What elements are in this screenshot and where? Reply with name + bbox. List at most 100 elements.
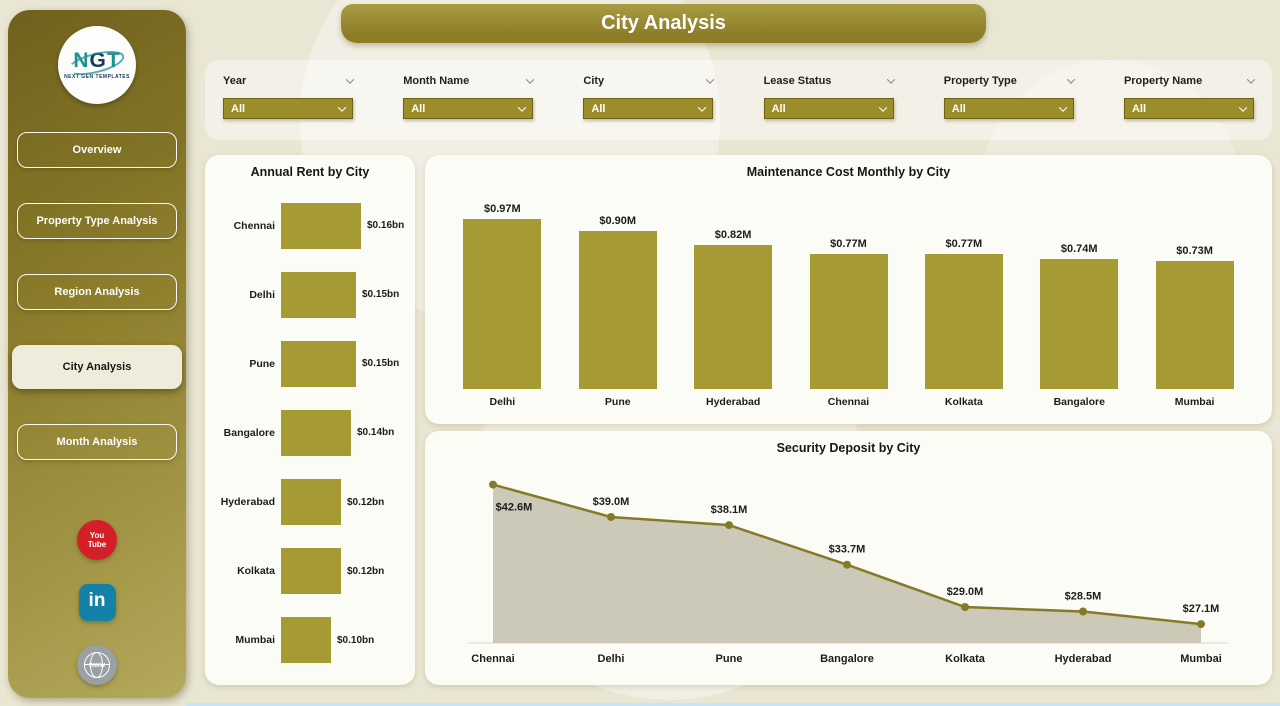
filter-header: Month Name xyxy=(403,73,535,89)
chevron-down-icon xyxy=(525,75,535,84)
rent-bar[interactable] xyxy=(281,479,341,526)
filter-dropdown-month-name[interactable]: All xyxy=(403,98,534,119)
maintenance-category-label: Kolkata xyxy=(944,396,983,408)
data-point-marker[interactable] xyxy=(1197,620,1205,629)
maintenance-bar[interactable] xyxy=(578,231,657,389)
data-point-marker[interactable] xyxy=(843,560,851,569)
youtube-icon[interactable]: You Tube xyxy=(77,520,117,560)
rent-category-label: Chennai xyxy=(233,219,275,232)
security-deposit-area-chart: $42.6M $39.0M $38.1M $33.7M $29.0M $28.5M $27.… xyxy=(438,461,1258,675)
maintenance-column: $0.77M Kolkata xyxy=(912,238,1016,410)
page-title: City Analysis xyxy=(341,4,986,43)
sidebar-item-month-analysis[interactable]: Month Analysis xyxy=(17,424,177,460)
security-category-label: Mumbai xyxy=(1180,653,1222,665)
security-value-label: $27.1M xyxy=(1183,603,1220,615)
rent-bar-row: Bangalore $0.14bn xyxy=(215,398,411,467)
filter-dropdown-year[interactable]: All xyxy=(223,98,353,119)
security-category-label: Bangalore xyxy=(820,653,874,665)
sidebar-item-region-analysis[interactable]: Region Analysis xyxy=(17,274,177,310)
annual-rent-panel: Annual Rent by City Chennai $0.16bn Delhi $… xyxy=(205,155,415,685)
filter-dropdown-property-type[interactable]: All xyxy=(943,98,1074,119)
chevron-down-icon xyxy=(698,102,707,112)
chevron-down-icon xyxy=(337,102,347,112)
maintenance-bar[interactable] xyxy=(1155,261,1234,389)
logo-letter: N xyxy=(73,49,90,72)
rent-bar[interactable] xyxy=(281,271,356,318)
rent-bar[interactable] xyxy=(281,409,351,456)
website-icon[interactable]: www xyxy=(77,645,117,685)
globe-label: www xyxy=(88,661,106,669)
sidebar-navigation: Overview Property Type Analysis Region Ana… xyxy=(12,132,182,460)
maintenance-column: $0.82M Hyderabad xyxy=(681,229,785,410)
chevron-down-icon xyxy=(345,75,355,84)
chevron-down-icon xyxy=(1246,75,1256,84)
data-point-marker[interactable] xyxy=(489,480,497,489)
rent-bar-row: Chennai $0.16bn xyxy=(215,191,411,260)
data-point-marker[interactable] xyxy=(725,521,733,530)
maintenance-value-label: $0.90M xyxy=(599,215,637,227)
security-category-label: Pune xyxy=(716,653,743,665)
filter-month-name: Month Name All xyxy=(403,73,535,140)
maintenance-category-label: Mumbai xyxy=(1174,396,1215,408)
maintenance-bar[interactable] xyxy=(694,245,773,389)
filter-label: Property Name xyxy=(1123,75,1203,87)
chevron-down-icon xyxy=(706,75,715,84)
logo-caption: NEXT GEN TEMPLATES xyxy=(64,74,130,80)
security-category-label: Kolkata xyxy=(945,653,986,665)
rent-bar-row: Mumbai $0.10bn xyxy=(215,606,411,675)
filter-dropdown-lease-status[interactable]: All xyxy=(763,98,894,119)
rent-value-label: $0.12bn xyxy=(347,565,385,577)
sidebar: NGT NEXT GEN TEMPLATES Overview Property … xyxy=(8,10,186,698)
filter-label: Lease Status xyxy=(763,75,832,87)
sidebar-item-property-type-analysis[interactable]: Property Type Analysis xyxy=(17,203,177,239)
data-point-marker[interactable] xyxy=(961,603,969,611)
rent-bar[interactable] xyxy=(281,202,361,249)
security-chart-title: Security Deposit by City xyxy=(776,441,921,455)
rent-category-label: Kolkata xyxy=(237,565,275,578)
rent-category-label: Bangalore xyxy=(223,426,275,439)
filter-city: City All xyxy=(583,73,715,140)
rent-bar[interactable] xyxy=(281,617,331,664)
maintenance-category-label: Bangalore xyxy=(1053,396,1105,408)
filter-selected-value: All xyxy=(1131,102,1146,115)
security-value-label: $29.0M xyxy=(947,586,984,598)
security-value-label: $33.7M xyxy=(829,544,866,556)
maintenance-value-label: $0.77M xyxy=(945,238,983,250)
security-value-label: $38.1M xyxy=(711,504,748,516)
rent-bar-row: Kolkata $0.12bn xyxy=(215,537,411,606)
security-value-label: $39.0M xyxy=(593,496,630,508)
rent-bar-row: Hyderabad $0.12bn xyxy=(215,468,411,537)
ngt-logo: NGT NEXT GEN TEMPLATES xyxy=(58,26,136,104)
chevron-down-icon xyxy=(517,102,527,112)
security-category-label: Hyderabad xyxy=(1055,653,1112,665)
filter-selected-value: All xyxy=(951,102,966,115)
filter-bar-background xyxy=(205,60,1272,140)
data-point-marker[interactable] xyxy=(607,513,615,521)
rent-bar[interactable] xyxy=(281,548,341,595)
filter-header: Property Name xyxy=(1123,73,1256,89)
filter-dropdown-city[interactable]: All xyxy=(583,98,714,119)
maintenance-value-label: $0.97M xyxy=(484,203,521,215)
maintenance-value-label: $0.82M xyxy=(714,229,752,241)
sidebar-item-city-analysis[interactable]: City Analysis xyxy=(12,345,182,389)
linkedin-icon[interactable]: in xyxy=(78,584,116,621)
chevron-down-icon xyxy=(1058,102,1067,112)
security-value-label: $28.5M xyxy=(1065,591,1102,603)
maintenance-bar[interactable] xyxy=(809,254,888,389)
filter-header: Lease Status xyxy=(763,73,895,89)
filter-dropdown-property-name[interactable]: All xyxy=(1123,98,1254,119)
maintenance-category-label: Delhi xyxy=(489,396,516,408)
rent-chart-title: Annual Rent by City xyxy=(250,165,370,179)
sidebar-item-overview[interactable]: Overview xyxy=(17,132,177,168)
bottom-edge-strip xyxy=(186,703,1280,706)
data-point-marker[interactable] xyxy=(1079,607,1087,616)
maintenance-bar[interactable] xyxy=(1040,259,1119,389)
rent-bar[interactable] xyxy=(281,340,356,387)
filter-year: Year All xyxy=(223,73,355,140)
rent-bar-row: Pune $0.15bn xyxy=(215,329,411,398)
chevron-down-icon xyxy=(1066,75,1075,84)
chevron-down-icon xyxy=(886,75,895,84)
maintenance-bar[interactable] xyxy=(463,219,542,389)
maintenance-bar[interactable] xyxy=(924,254,1003,389)
